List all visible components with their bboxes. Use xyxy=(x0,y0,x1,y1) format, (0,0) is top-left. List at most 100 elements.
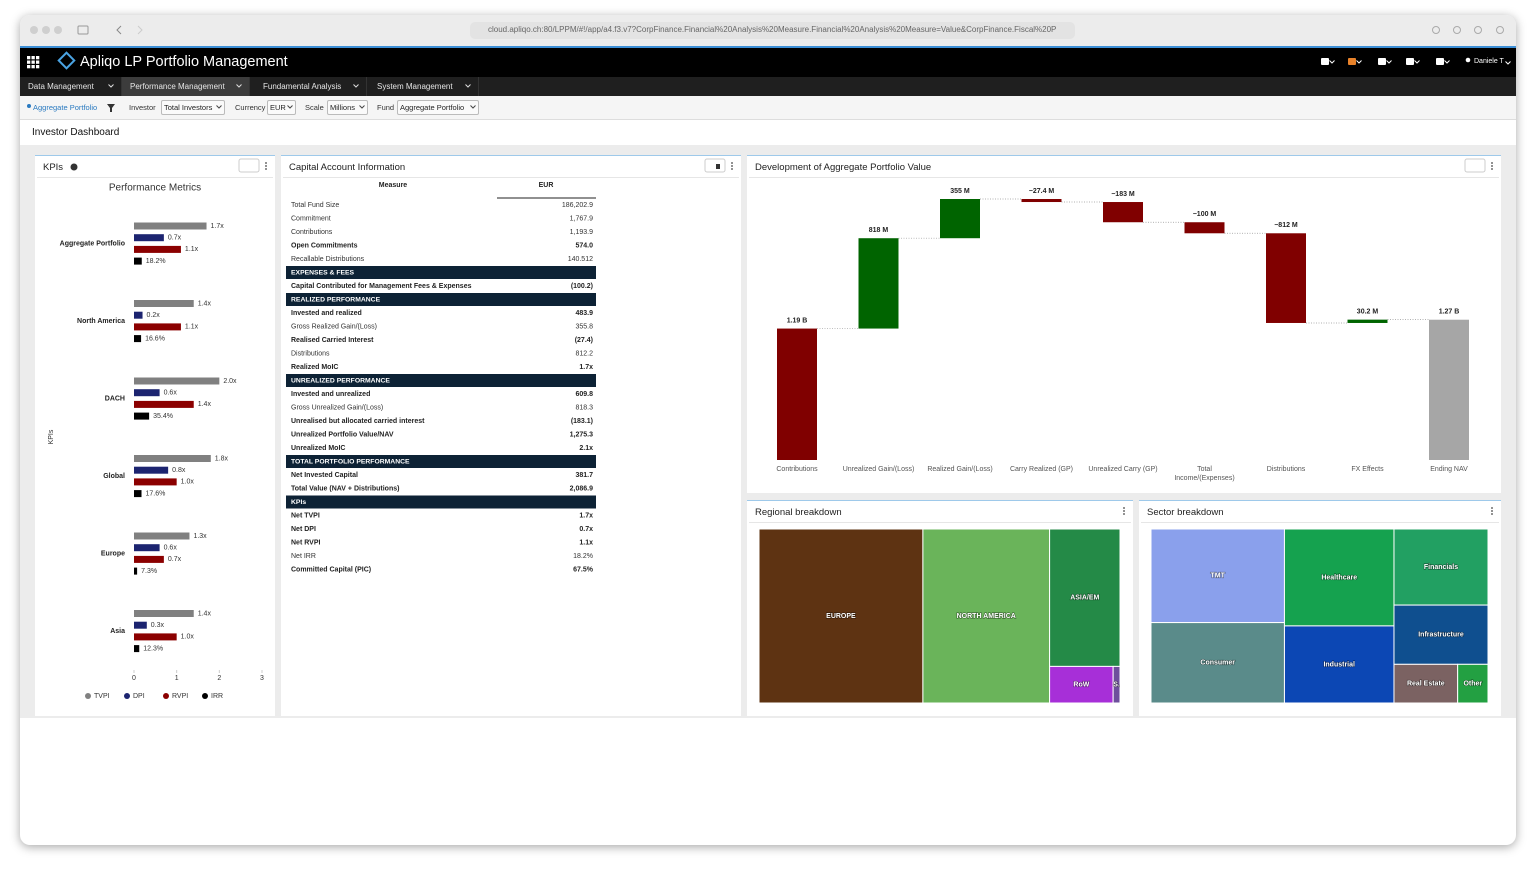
value-label: 0.2x xyxy=(147,312,161,319)
apps-icon xyxy=(27,65,31,69)
row-value: (27.4) xyxy=(575,337,593,344)
apps-icon xyxy=(36,56,40,60)
filter-value: EUR xyxy=(270,103,286,112)
category-label: Unrealized Gain/(Loss) xyxy=(842,466,915,473)
row-value: (100.2) xyxy=(571,283,593,290)
row-label: Gross Realized Gain/(Loss) xyxy=(291,323,377,330)
row-value: 1,193.9 xyxy=(570,229,593,236)
treemap-cell xyxy=(1112,665,1121,704)
header-icon xyxy=(1348,58,1356,65)
section-band xyxy=(286,374,596,387)
category-label: DACH xyxy=(105,395,125,402)
row-label: Net IRR xyxy=(291,553,316,560)
treemap-cell xyxy=(1393,663,1459,704)
section-label: KPIs xyxy=(291,499,306,506)
value-label: 1.1x xyxy=(185,246,199,253)
waterfall-bar xyxy=(1184,222,1225,234)
menu-dot xyxy=(1491,513,1493,515)
waterfall-bar xyxy=(777,328,817,460)
url-bar[interactable] xyxy=(470,22,1075,39)
row-value: 355.8 xyxy=(575,323,593,330)
row-value: 1.7x xyxy=(579,364,593,371)
menu-bar xyxy=(20,77,1516,96)
bar xyxy=(134,455,211,462)
category-label: Aggregate Portfolio xyxy=(60,240,125,247)
category-label: Europe xyxy=(101,550,125,557)
row-value: 186,202.9 xyxy=(562,202,593,209)
row-value: 1,275.3 xyxy=(570,431,593,438)
row-value: 609.8 xyxy=(575,391,593,398)
filter-box[interactable] xyxy=(397,100,479,115)
panel-title: Regional breakdown xyxy=(755,507,842,518)
chevron xyxy=(1356,60,1362,64)
row-label: Realized MoIC xyxy=(291,364,338,371)
back-icon xyxy=(116,25,122,35)
waterfall-bar xyxy=(1103,202,1143,223)
menu-item[interactable]: Data Management xyxy=(20,77,122,96)
panel-title: Development of Aggregate Portfolio Value xyxy=(755,162,932,173)
forward-icon xyxy=(137,25,143,35)
chevron xyxy=(359,105,365,109)
row-value: 67.5% xyxy=(573,566,594,573)
header-icon xyxy=(1321,58,1329,65)
user-name[interactable]: Daniele T xyxy=(1474,58,1504,65)
row-label: Unrealized Portfolio Value/NAV xyxy=(291,431,394,438)
header-icon xyxy=(1436,58,1444,65)
menu-item[interactable]: Fundamental Analysis xyxy=(255,77,367,96)
row-value: 1,767.9 xyxy=(570,215,593,222)
bar xyxy=(134,389,160,397)
treemap-label: S. xyxy=(1113,682,1120,689)
panel-title: Capital Account Information xyxy=(289,162,406,173)
bar xyxy=(134,633,177,641)
value-label: 12.3% xyxy=(143,645,163,652)
row-label: Total Value (NAV + Distributions) xyxy=(291,485,399,492)
menu-item[interactable]: System Management xyxy=(369,77,479,96)
category-label: Carry Realized (GP) xyxy=(1009,466,1073,473)
bar xyxy=(134,544,160,552)
row-value: 483.9 xyxy=(575,310,593,317)
treemap-cell xyxy=(1457,663,1489,704)
chevron xyxy=(1505,61,1511,65)
value-label: −183 M xyxy=(1111,191,1135,198)
value-label: 818 M xyxy=(869,227,889,234)
bar xyxy=(134,555,164,563)
legend-swatch xyxy=(85,693,91,699)
treemap-label: RoW xyxy=(1073,682,1089,689)
row-label: Realised Carried Interest xyxy=(291,337,374,344)
breadcrumb[interactable]: Aggregate Portfolio xyxy=(33,103,98,112)
logo xyxy=(57,51,76,70)
treemap-label: Real Estate xyxy=(1407,681,1445,688)
value-label: 1.0x xyxy=(181,479,195,486)
panel-header-rule xyxy=(749,522,1131,523)
menu-item[interactable]: Performance Management xyxy=(122,77,250,96)
chevron xyxy=(1329,60,1335,64)
panel-header-rule xyxy=(1141,522,1499,523)
apps-icon xyxy=(27,56,31,60)
value-label: 16.6% xyxy=(145,335,165,342)
value-label: 30.2 M xyxy=(1357,308,1379,315)
row-value: 0.7x xyxy=(579,526,593,533)
panel-control xyxy=(704,158,726,173)
panel-header-rule xyxy=(283,177,739,178)
value-label: 17.6% xyxy=(146,490,166,497)
filter-box[interactable] xyxy=(327,100,368,115)
menu-dot xyxy=(731,168,733,170)
row-value: 2,086.9 xyxy=(570,485,593,492)
filter-box[interactable] xyxy=(267,100,296,115)
row-value: 1.1x xyxy=(579,539,593,546)
bar xyxy=(134,567,138,575)
column-header: Measure xyxy=(379,182,408,189)
row-label: Distributions xyxy=(291,350,330,357)
row-label: Recallable Distributions xyxy=(291,256,365,263)
filter-box[interactable] xyxy=(161,100,225,115)
x-tick-label: 2 xyxy=(217,675,221,682)
chevron xyxy=(353,84,359,88)
page-title: Investor Dashboard xyxy=(32,127,120,138)
chevron xyxy=(216,105,222,109)
browser-icon xyxy=(1432,26,1440,34)
value-label: 1.4x xyxy=(198,610,212,617)
panel-control xyxy=(238,158,260,173)
chevron xyxy=(1414,60,1420,64)
filter-glyph xyxy=(716,164,720,169)
filter-icon xyxy=(107,104,115,112)
